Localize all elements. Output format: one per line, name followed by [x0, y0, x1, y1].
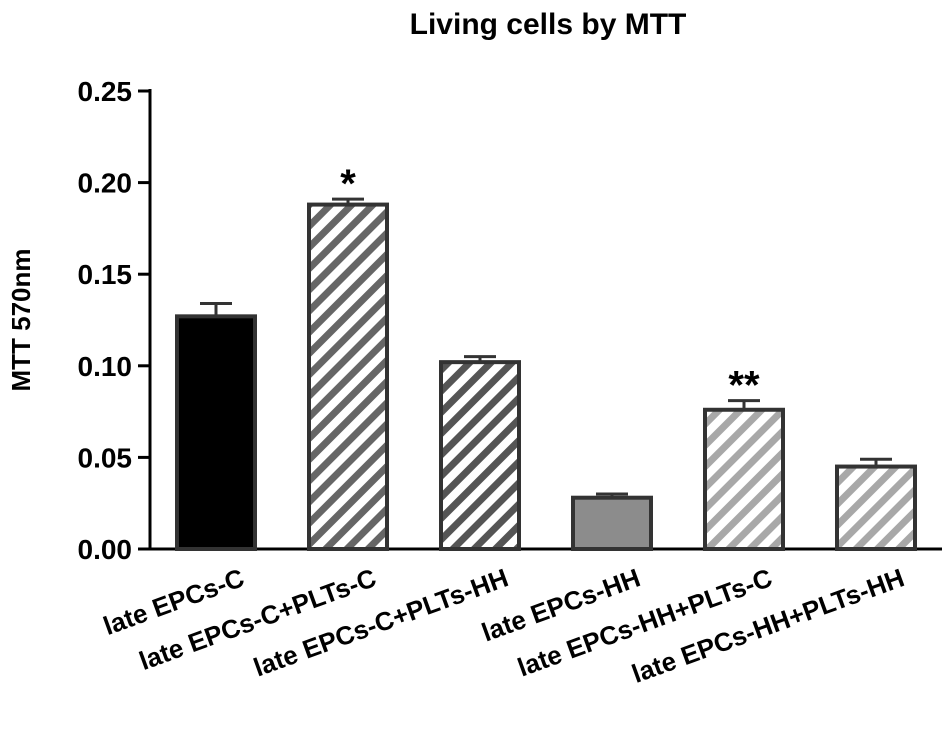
significance-marker: *: [340, 162, 356, 206]
y-tick-label: 0.00: [78, 534, 133, 565]
y-tick-label: 0.20: [78, 168, 133, 199]
bar: [439, 360, 521, 551]
chart-title: Living cells by MTT: [410, 8, 687, 41]
axes: 0.00 0.05 0.10 0.15 0.20 0.25: [78, 76, 942, 565]
bar: [835, 464, 917, 551]
bars-group: ***: [175, 162, 917, 552]
y-tick-label: 0.10: [78, 351, 133, 382]
y-axis-label: MTT 570nm: [6, 248, 36, 391]
bar: [307, 202, 389, 551]
y-tick-label: 0.25: [78, 76, 133, 107]
bar: [571, 495, 653, 552]
significance-marker: **: [728, 364, 760, 408]
bar: [175, 314, 257, 551]
y-tick-label: 0.05: [78, 442, 133, 473]
y-tick-label: 0.15: [78, 259, 133, 290]
bar: [703, 407, 785, 551]
